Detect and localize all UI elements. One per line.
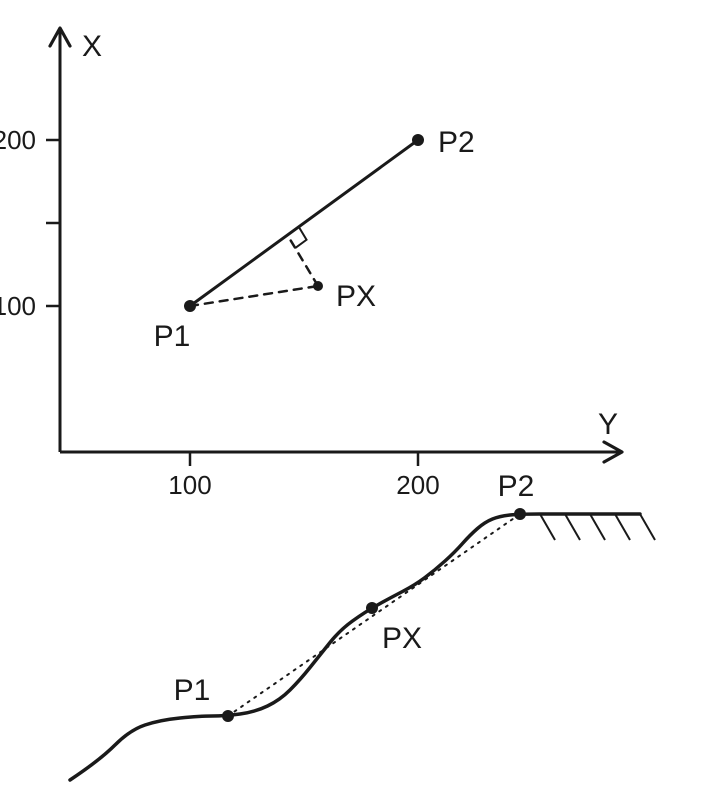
x-tick-label: 100 xyxy=(168,470,211,500)
label-p2-b: P2 xyxy=(498,470,535,503)
label-p1: P1 xyxy=(154,320,191,353)
profile-curve xyxy=(70,514,640,780)
hatch-line xyxy=(565,514,580,540)
label-px-b: PX xyxy=(382,622,422,655)
point-p1 xyxy=(184,300,196,312)
label-p1-b: P1 xyxy=(174,674,211,707)
bottom-plot xyxy=(70,514,655,780)
right-angle-mark xyxy=(295,228,306,248)
point-px xyxy=(313,281,323,291)
hatch-line xyxy=(540,514,555,540)
x-tick-label: 200 xyxy=(396,470,439,500)
point-p2-b xyxy=(514,508,526,520)
hatch-line xyxy=(640,514,655,540)
y-tick-label: 100 xyxy=(0,291,36,321)
chord-p1-p2 xyxy=(228,514,520,716)
x-axis-label: Y xyxy=(598,408,618,441)
label-px: PX xyxy=(336,280,376,313)
point-p1-b xyxy=(222,710,234,722)
hatch-line xyxy=(590,514,605,540)
point-p2 xyxy=(412,134,424,146)
point-px-b xyxy=(366,602,378,614)
y-axis-label: X xyxy=(82,30,102,63)
hatch-line xyxy=(615,514,630,540)
label-p2: P2 xyxy=(438,126,475,159)
segment-p1-p2 xyxy=(190,140,418,306)
y-tick-label: 200 xyxy=(0,125,36,155)
top-plot: X Y 100 200 100 200 xyxy=(0,30,620,500)
segment-p1-px xyxy=(190,286,318,306)
